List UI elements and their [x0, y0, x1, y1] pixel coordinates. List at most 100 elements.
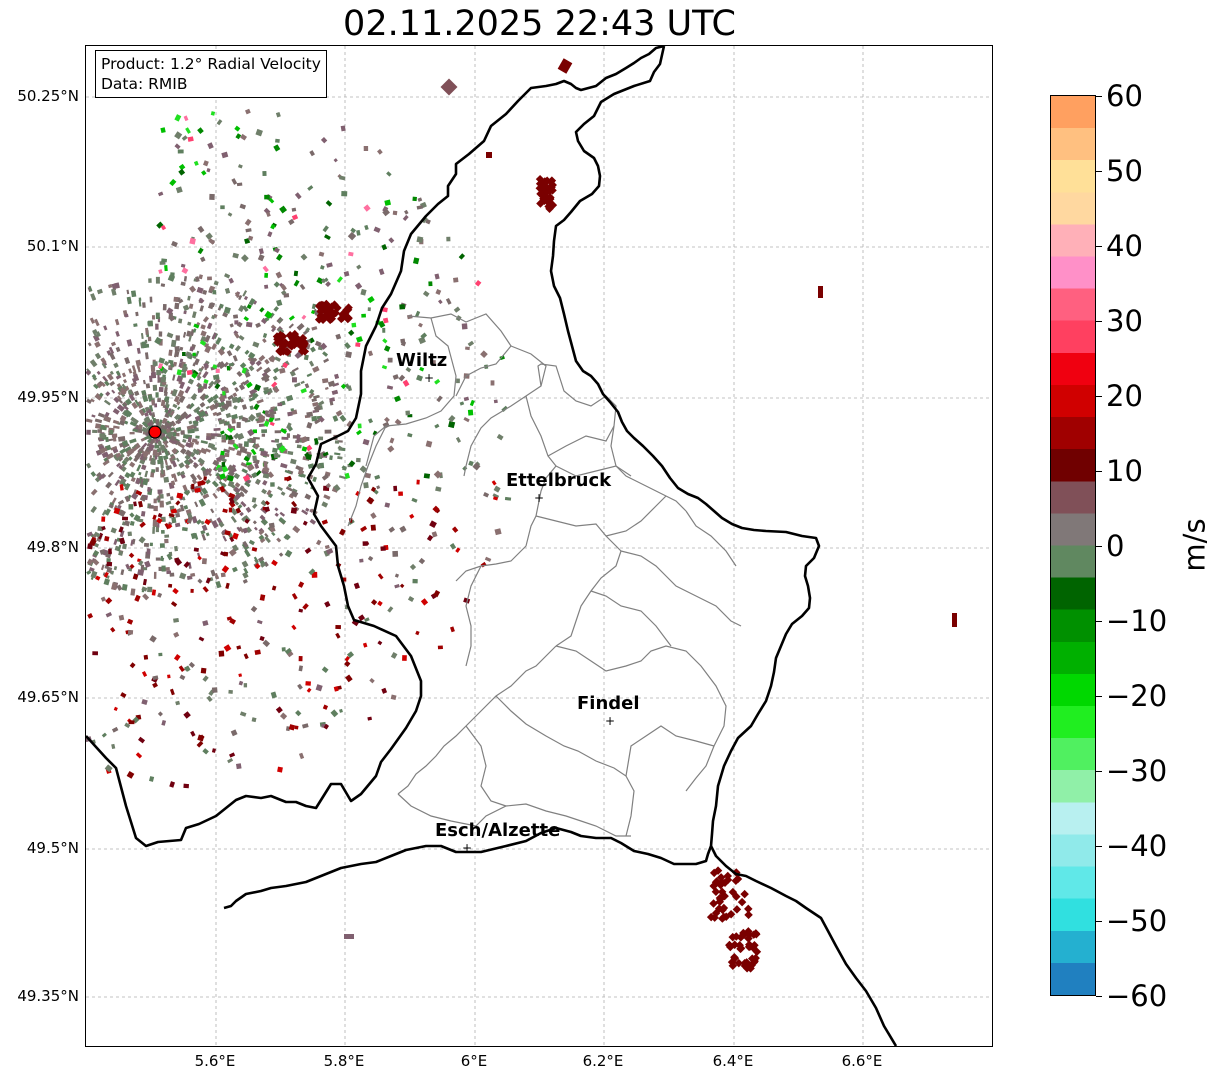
radar-echo: [103, 325, 108, 331]
radar-echo: [118, 457, 124, 462]
radar-echo: [254, 563, 261, 570]
radar-echo: [172, 432, 177, 437]
colorbar-tick: [1096, 771, 1102, 772]
radar-echo: [247, 351, 256, 360]
radar-echo: [324, 429, 332, 434]
radar-echo: [137, 423, 143, 430]
radar-echo: [346, 420, 353, 428]
radar-echo: [212, 290, 217, 295]
radar-echo: [260, 499, 268, 507]
radar-echo: [160, 224, 167, 231]
radar-echo: [736, 933, 746, 942]
radar-echo: [103, 578, 110, 586]
radar-echo: [178, 462, 185, 469]
radar-echo: [334, 452, 341, 456]
radar-echo: [193, 547, 199, 552]
radar-echo: [104, 411, 110, 418]
radar-echo: [104, 424, 110, 428]
radar-echo: [292, 377, 297, 383]
radar-echo: [344, 342, 351, 350]
radar-echo: [231, 396, 239, 404]
map-panel[interactable]: [85, 45, 993, 1047]
radar-echo: [134, 594, 141, 602]
radar-echo: [126, 289, 130, 295]
radar-echo: [129, 471, 136, 479]
radar-echo: [306, 422, 313, 429]
radar-echo: [171, 460, 178, 468]
radar-echo: [259, 514, 266, 521]
radar-echo: [224, 530, 231, 536]
radar-echo: [112, 436, 117, 442]
radar-echo: [138, 299, 142, 307]
radar-echo: [157, 398, 161, 403]
radar-echo: [243, 683, 248, 688]
radar-echo: [171, 516, 177, 524]
radar-echo: [214, 383, 221, 390]
radar-echo: [327, 380, 336, 387]
radar-echo: [152, 526, 156, 534]
radar-echo: [288, 218, 295, 226]
radar-echo: [261, 371, 268, 378]
radar-echo: [425, 218, 431, 225]
radar-echo: [187, 436, 192, 443]
radar-echo: [428, 281, 433, 287]
radar-echo: [192, 369, 199, 376]
radar-echo: [148, 404, 154, 412]
radar-echo: [244, 549, 251, 558]
radar-echo: [387, 445, 395, 453]
radar-echo: [221, 151, 229, 159]
radar-echo: [119, 389, 127, 396]
radar-echo: [92, 334, 100, 342]
radar-echo: [273, 247, 280, 254]
radar-echo: [233, 314, 239, 319]
radar-echo: [235, 763, 242, 770]
radar-echo: [227, 470, 235, 477]
radar-echo: [183, 458, 192, 467]
radar-echo: [393, 485, 398, 492]
radar-echo: [295, 433, 301, 440]
radar-echo: [213, 280, 219, 286]
radar-echo: [120, 569, 125, 576]
radar-echo: [215, 411, 222, 417]
radar-echo: [223, 644, 232, 652]
radar-echo: [195, 409, 201, 415]
radar-echo: [161, 719, 167, 726]
radar-echo: [166, 492, 171, 497]
radar-echo: [111, 497, 117, 504]
radar-echo: [139, 459, 146, 465]
radar-echo: [301, 314, 307, 320]
radar-echo: [252, 393, 259, 400]
colorbar-tick-label: −60: [1106, 979, 1168, 1013]
radar-echo: [155, 557, 161, 561]
radar-echo: [246, 304, 252, 310]
radar-echo: [367, 350, 374, 357]
radar-echo: [228, 446, 236, 452]
radar-echo: [100, 381, 106, 388]
radar-echo: [267, 231, 273, 238]
radar-echo: [706, 912, 716, 922]
radar-echo: [110, 341, 117, 347]
radar-echo: [243, 567, 249, 575]
radar-echo: [151, 399, 156, 406]
radar-echo: [307, 185, 314, 191]
radar-echo: [111, 433, 118, 438]
radar-echo: [431, 531, 438, 538]
radar-echo: [234, 386, 240, 393]
radar-echo: [205, 405, 210, 410]
radar-echo: [252, 520, 257, 525]
colorbar-tick-label: 60: [1106, 79, 1143, 113]
radar-echo: [134, 451, 143, 460]
radar-echo: [211, 343, 218, 351]
radar-echo: [208, 380, 215, 387]
radar-echo: [143, 567, 148, 571]
radar-echo: [158, 357, 166, 364]
radar-echo: [105, 597, 113, 605]
radar-echo: [313, 395, 320, 399]
radar-echo: [270, 414, 275, 418]
radar-echo: [187, 321, 192, 326]
radar-echo: [274, 438, 280, 443]
radar-echo: [232, 532, 239, 540]
radar-echo: [126, 618, 134, 625]
radar-echo: [167, 674, 171, 679]
radar-echo: [752, 947, 762, 956]
